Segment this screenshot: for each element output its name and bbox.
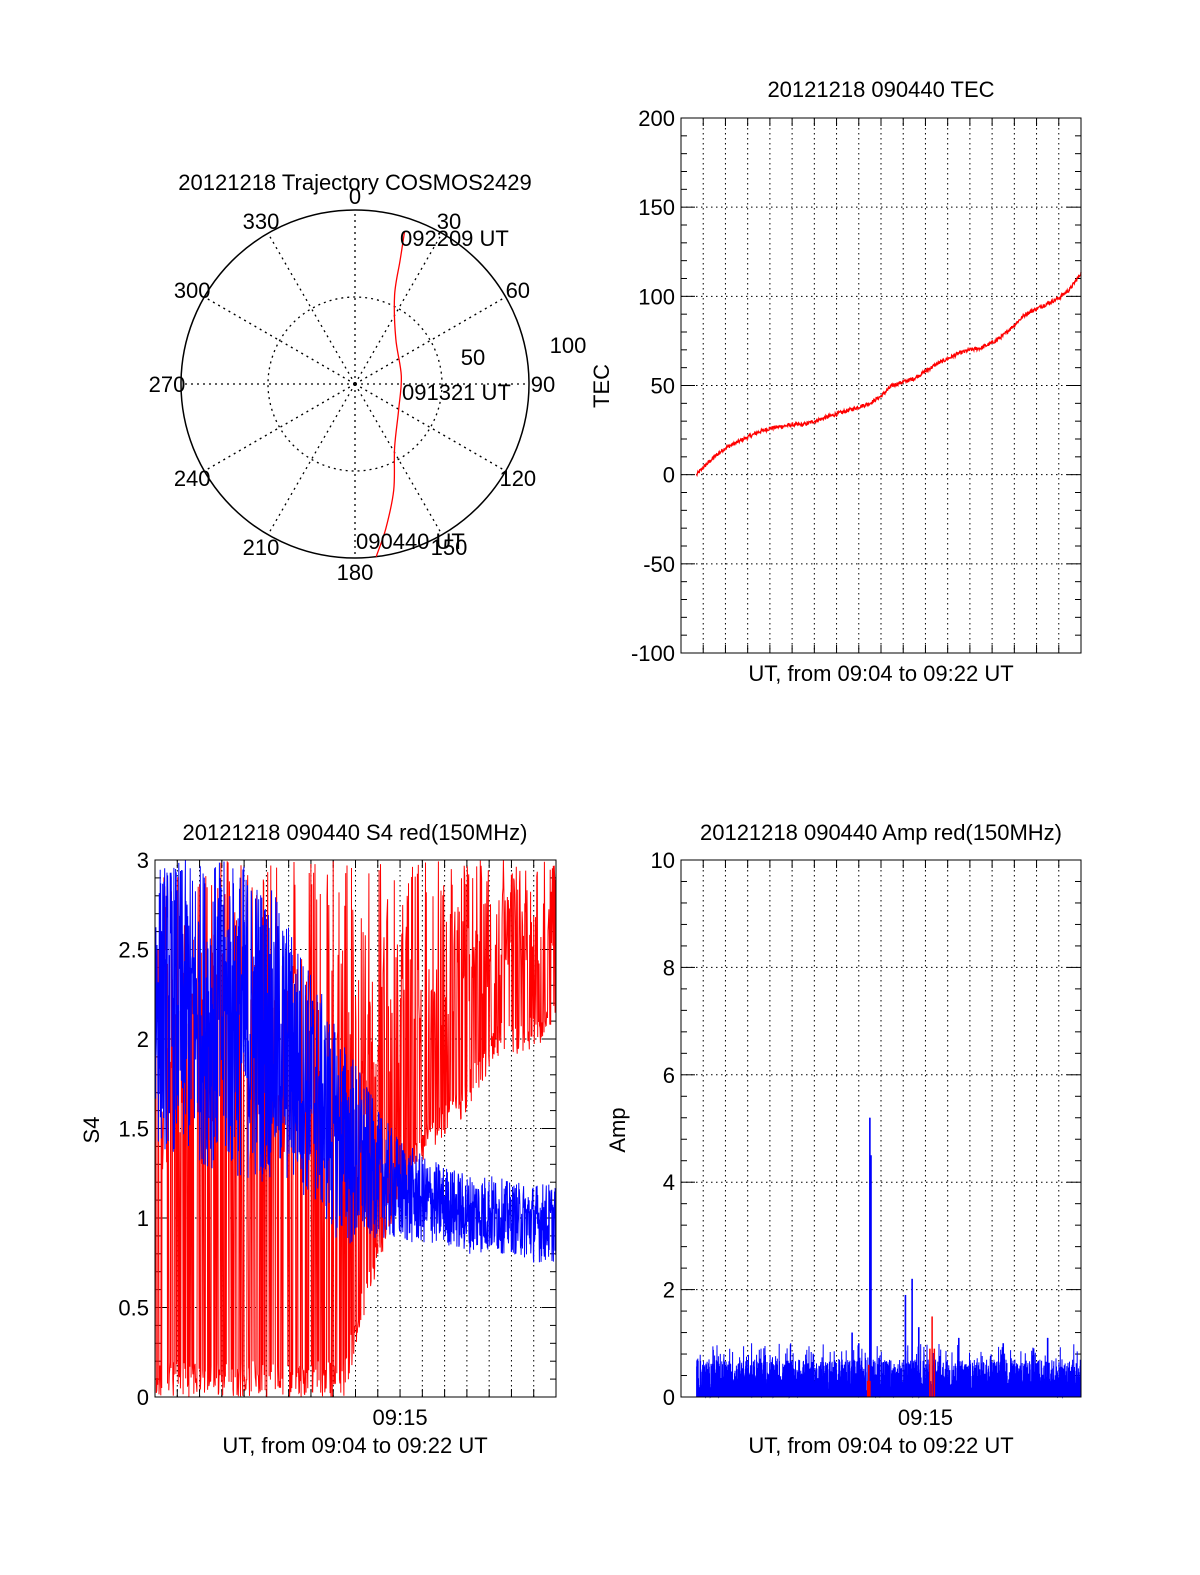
polar-spoke <box>354 383 507 472</box>
polar-azimuth-label: 150 <box>431 535 468 560</box>
s4-panel: 20121218 090440 S4 red(150MHz) 3 2.5 2 1.5 1… <box>79 820 557 1458</box>
y-tick-label: 2.5 <box>118 938 149 963</box>
y-tick-label: 200 <box>638 106 675 131</box>
polar-azimuth-labels: 0 30 60 90 120 150 180 210 240 270 300 330 <box>149 184 556 585</box>
y-tick-label: 4 <box>663 1170 675 1195</box>
y-tick-label: 8 <box>663 955 675 980</box>
y-tick-label: 0.5 <box>118 1296 149 1321</box>
polar-azimuth-label: 90 <box>531 372 555 397</box>
tec-title: 20121218 090440 TEC <box>767 77 994 102</box>
y-tick-label: 6 <box>663 1063 675 1088</box>
s4-title: 20121218 090440 S4 red(150MHz) <box>183 820 528 845</box>
polar-azimuth-label: 270 <box>149 372 186 397</box>
polar-spoke <box>354 232 443 385</box>
polar-spoke <box>267 383 356 536</box>
s4-x-tick-label: 09:15 <box>373 1405 428 1430</box>
polar-azimuth-label: 30 <box>437 209 461 234</box>
amp-series <box>696 1117 1082 1399</box>
y-tick-label: -100 <box>631 641 675 666</box>
amp-title: 20121218 090440 Amp red(150MHz) <box>700 820 1062 845</box>
polar-spoke <box>203 383 356 472</box>
polar-radius-label-50: 50 <box>461 345 485 370</box>
amp-x-axis-label: UT, from 09:04 to 09:22 UT <box>748 1433 1013 1458</box>
y-tick-label: 50 <box>651 374 675 399</box>
s4-x-axis-label: UT, from 09:04 to 09:22 UT <box>222 1433 487 1458</box>
amp-plot-frame <box>680 859 1082 1398</box>
y-tick-label: 3 <box>137 848 149 873</box>
polar-azimuth-label: 60 <box>506 278 530 303</box>
amp-panel: 20121218 090440 Amp red(150MHz) 1086420 … <box>605 820 1082 1458</box>
polar-spoke <box>267 232 356 385</box>
s4-blue-line <box>155 860 556 1263</box>
polar-azimuth-label: 330 <box>243 209 280 234</box>
tec-panel: 20121218 090440 TEC 200150100500-50-100 … <box>589 77 1082 686</box>
y-tick-label: 2 <box>663 1278 675 1303</box>
tec-plot-frame <box>680 117 1082 654</box>
polar-spoke <box>354 296 507 385</box>
y-tick-label: 2 <box>137 1027 149 1052</box>
s4-y-axis-label: S4 <box>79 1117 104 1144</box>
polar-spoke <box>203 296 356 385</box>
y-tick-label: 0 <box>663 1385 675 1410</box>
amp-blue-line <box>696 1117 1082 1399</box>
tec-grid <box>681 117 1081 654</box>
y-tick-label: 1 <box>137 1206 149 1231</box>
s4-series <box>155 860 556 1397</box>
tec-series <box>696 272 1082 478</box>
polar-azimuth-label: 120 <box>499 466 536 491</box>
amp-y-axis-label: Amp <box>605 1107 630 1152</box>
polar-azimuth-label: 0 <box>349 184 361 209</box>
polar-azimuth-label: 210 <box>243 535 280 560</box>
annotation-mid-time: 091321 UT <box>402 380 511 405</box>
polar-spoke <box>354 383 443 536</box>
amp-x-tick-label: 09:15 <box>898 1405 953 1430</box>
polar-azimuth-label: 240 <box>174 466 211 491</box>
polar-trajectory-panel: 20121218 Trajectory COSMOS2429 0 30 60 90 12… <box>149 170 587 585</box>
polar-outer-circle <box>180 209 530 559</box>
trajectory-line <box>375 231 406 557</box>
polar-azimuth-label: 180 <box>337 560 374 585</box>
amp-grid <box>681 859 1081 1398</box>
s4-y-tick-labels: 3 2.5 2 1.5 1 0.5 0 <box>118 848 149 1410</box>
y-tick-label: 10 <box>651 848 675 873</box>
polar-azimuth-label: 300 <box>174 278 211 303</box>
tec-x-axis-label: UT, from 09:04 to 09:22 UT <box>748 661 1013 686</box>
polar-title: 20121218 Trajectory COSMOS2429 <box>178 170 531 195</box>
y-tick-label: 100 <box>638 284 675 309</box>
annotation-start-time: 090440 UT <box>356 529 465 554</box>
amp-y-tick-labels: 10 8 6 4 2 0 <box>651 848 675 1410</box>
tec-line <box>696 272 1082 478</box>
polar-radius-label-100: 100 <box>550 333 587 358</box>
y-tick-label: 150 <box>638 195 675 220</box>
y-tick-label: 0 <box>663 463 675 488</box>
polar-inner-circle <box>267 296 443 472</box>
polar-grid <box>180 209 530 559</box>
tec-y-axis-label: TEC <box>589 364 614 408</box>
s4-red-line <box>155 860 556 1397</box>
annotation-end-time: 092209 UT <box>400 226 509 251</box>
tec-y-tick-labels: 200 150 100 50 0 -50 -100 <box>631 106 675 666</box>
y-tick-label: 1.5 <box>118 1117 149 1142</box>
y-tick-label: -50 <box>643 552 675 577</box>
y-tick-label: 0 <box>137 1385 149 1410</box>
s4-plot-frame <box>154 859 557 1398</box>
